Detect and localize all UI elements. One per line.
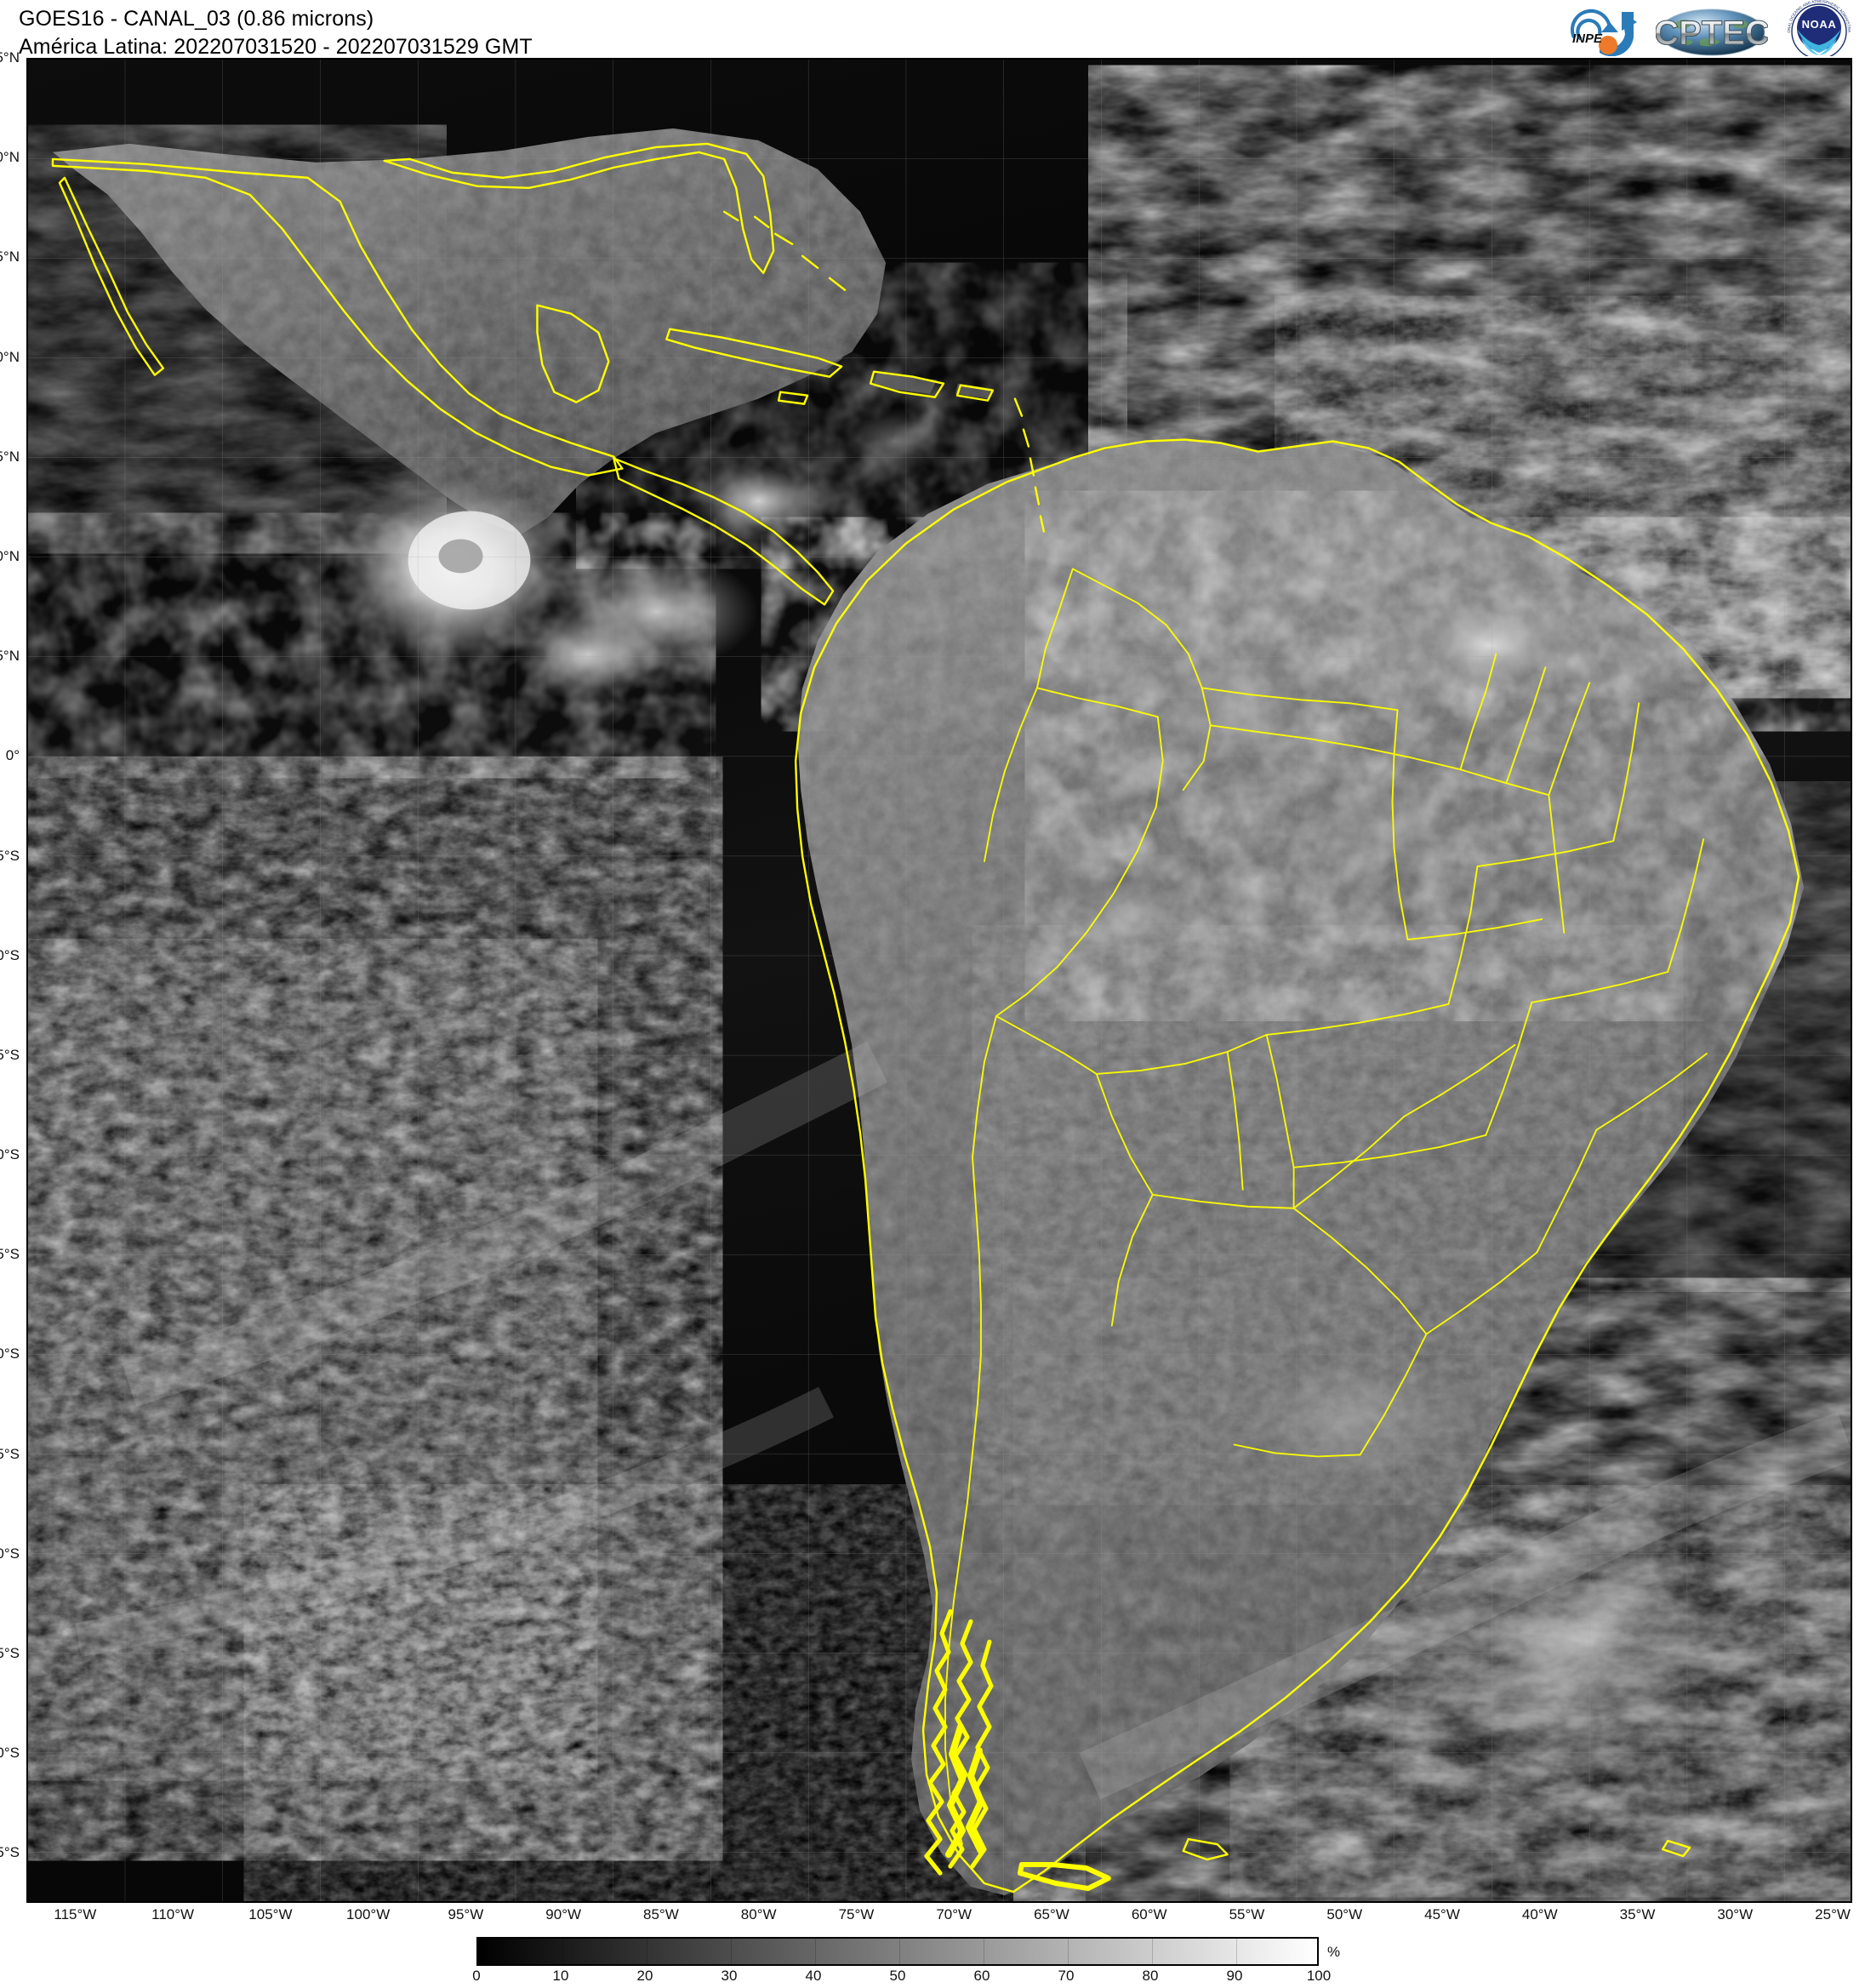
- colorbar-tick-label: 10: [552, 1968, 569, 1984]
- svg-text:NOAA: NOAA: [1802, 18, 1837, 31]
- lon-tick-label: 70°W: [936, 1906, 972, 1922]
- header-bar: GOES16 - CANAL_03 (0.86 microns) América…: [0, 0, 1865, 60]
- inpe-logo: INPE: [1548, 0, 1649, 57]
- colorbar-segment-divider: [899, 1939, 900, 1964]
- colorbar-segment-divider: [1068, 1939, 1069, 1964]
- product-title: GOES16 - CANAL_03 (0.86 microns): [19, 7, 374, 31]
- lon-tick-label: 55°W: [1229, 1906, 1265, 1922]
- lon-tick-label: 85°W: [643, 1906, 679, 1922]
- lat-tick-label: 30°S: [0, 1345, 20, 1362]
- lon-tick-label: 95°W: [448, 1906, 484, 1922]
- latlon-grid: [27, 59, 1851, 1902]
- lon-tick-label: 110°W: [151, 1906, 195, 1922]
- noaa-logo-icon: NOAA NATIONAL OCEANIC AND ATMOSPHERIC AD…: [1773, 0, 1851, 60]
- colorbar-tick-label: 70: [1058, 1968, 1075, 1984]
- inpe-logo-icon: INPE: [1571, 9, 1637, 57]
- colorbar-tick-label: 100: [1306, 1968, 1332, 1984]
- cptec-logo-icon: CPTEC: [1654, 9, 1770, 56]
- colorbar-tick-label: 60: [973, 1968, 990, 1984]
- colorbar-segment-divider: [731, 1939, 732, 1964]
- lat-tick-label: 35°S: [0, 1445, 20, 1462]
- lon-tick-label: 40°W: [1521, 1906, 1558, 1922]
- lat-tick-label: 50°S: [0, 1745, 20, 1762]
- lat-tick-label: 15°N: [0, 448, 20, 465]
- lat-tick-label: 0°: [5, 747, 20, 764]
- lat-tick-label: 20°N: [0, 348, 20, 365]
- colorbar-segment-divider: [562, 1939, 563, 1964]
- lat-tick-label: 35°N: [0, 49, 20, 66]
- lat-tick-label: 10°N: [0, 547, 20, 564]
- cptec-logo: CPTEC: [1654, 0, 1770, 56]
- lat-tick-label: 40°S: [0, 1545, 20, 1562]
- lat-tick-label: 5°S: [0, 847, 20, 864]
- svg-text:CPTEC: CPTEC: [1656, 14, 1768, 52]
- lat-tick-label: 20°S: [0, 1146, 20, 1163]
- lat-tick-label: 15°S: [0, 1046, 20, 1063]
- lon-tick-label: 25°W: [1815, 1906, 1851, 1922]
- colorbar-tick-label: 0: [472, 1968, 481, 1984]
- colorbar-tick-label: 80: [1142, 1968, 1159, 1984]
- lon-tick-label: 35°W: [1619, 1906, 1656, 1922]
- lon-tick-label: 65°W: [1034, 1906, 1069, 1922]
- lon-tick-label: 75°W: [838, 1906, 875, 1922]
- lat-tick-label: 30°N: [0, 149, 20, 166]
- lon-tick-label: 80°W: [740, 1906, 777, 1922]
- region-timestamp: América Latina: 202207031520 - 202207031…: [19, 34, 533, 59]
- colorbar-segment-divider: [815, 1939, 816, 1964]
- svg-text:INPE: INPE: [1572, 31, 1603, 46]
- lon-tick-label: 45°W: [1424, 1906, 1460, 1922]
- lon-tick-label: 30°W: [1717, 1906, 1754, 1922]
- lat-tick-label: 55°S: [0, 1844, 20, 1861]
- lon-tick-label: 105°W: [248, 1906, 293, 1922]
- lon-tick-label: 90°W: [545, 1906, 582, 1922]
- colorbar-tick-label: 20: [636, 1968, 653, 1984]
- lat-tick-label: 10°S: [0, 946, 20, 963]
- lat-tick-label: 25°S: [0, 1246, 20, 1263]
- colorbar-unit-label: %: [1327, 1944, 1341, 1960]
- satellite-map[interactable]: [26, 58, 1852, 1903]
- colorbar-segment-divider: [1236, 1939, 1237, 1964]
- lon-tick-label: 60°W: [1131, 1906, 1167, 1922]
- political-borders: [51, 142, 1800, 1894]
- colorbar-segment-divider: [1152, 1939, 1153, 1964]
- title-block: GOES16 - CANAL_03 (0.86 microns) América…: [19, 5, 533, 60]
- lon-tick-label: 100°W: [346, 1906, 391, 1922]
- noaa-logo: NOAA NATIONAL OCEANIC AND ATMOSPHERIC AD…: [1773, 0, 1863, 60]
- colorbar: % 0 10 20 30 40 50 60 70 80 90 100: [0, 1937, 1865, 1984]
- lon-tick-label: 50°W: [1326, 1906, 1363, 1922]
- logo-row: INPE: [1548, 0, 1863, 60]
- latitude-axis: 35°N 30°N 25°N 20°N 15°N 10°N 5°N 0° 5°S 10°S 15°S…: [0, 49, 26, 1903]
- colorbar-tick-label: 30: [721, 1968, 738, 1984]
- colorbar-tick-labels: 0 10 20 30 40 50 60 70 80 90 100: [472, 1968, 1331, 1988]
- satellite-image: [27, 59, 1851, 1902]
- colorbar-tick-label: 50: [889, 1968, 906, 1984]
- colorbar-tick-label: 40: [805, 1968, 822, 1984]
- lat-tick-label: 5°N: [0, 648, 20, 665]
- colorbar-tick-label: 90: [1226, 1968, 1243, 1984]
- lat-tick-label: 25°N: [0, 248, 20, 266]
- lon-tick-label: 115°W: [54, 1906, 97, 1922]
- longitude-axis: 115°W 110°W 105°W 100°W 95°W 90°W 85°W 80°W 75°W…: [26, 1905, 1852, 1930]
- lat-tick-label: 45°S: [0, 1645, 20, 1662]
- colorbar-gradient: [476, 1937, 1319, 1966]
